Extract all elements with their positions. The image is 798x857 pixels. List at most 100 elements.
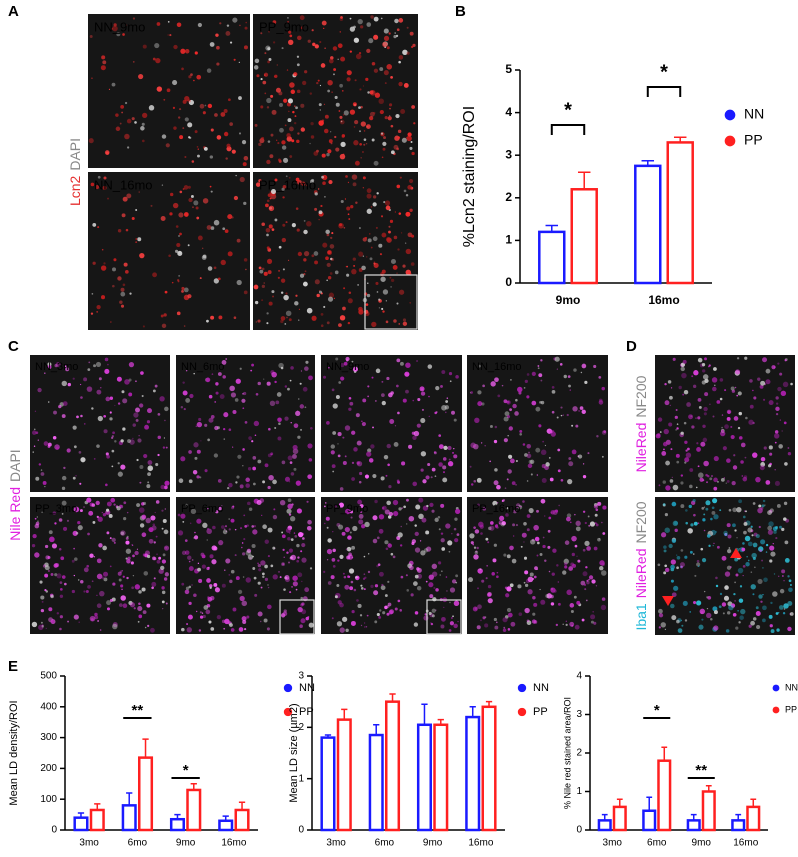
speckle [373, 262, 376, 265]
speckle [117, 462, 120, 465]
speckle [331, 558, 336, 562]
speckle [339, 554, 344, 559]
speckle [355, 413, 360, 418]
speckle [307, 519, 312, 525]
speckle [241, 140, 247, 145]
speckle [327, 581, 332, 585]
speckle [698, 624, 704, 630]
speckle [269, 400, 276, 407]
speckle [405, 136, 408, 139]
speckle [236, 238, 241, 243]
speckle [510, 378, 512, 381]
speckle [48, 530, 53, 535]
speckle [380, 215, 384, 218]
speckle [770, 629, 775, 633]
speckle [320, 63, 326, 68]
speckle [710, 517, 713, 521]
speckle [382, 41, 388, 48]
micrograph [30, 497, 170, 634]
speckle [507, 628, 511, 631]
speckle [532, 612, 536, 616]
speckle [258, 266, 262, 270]
speckle [221, 505, 223, 507]
speckle [502, 498, 506, 502]
speckle [176, 311, 181, 316]
speckle [177, 513, 181, 517]
speckle [337, 600, 342, 605]
speckle [253, 284, 259, 290]
speckle [420, 468, 424, 472]
speckle [365, 77, 369, 81]
speckle [161, 586, 165, 590]
speckle [372, 473, 377, 479]
speckle [375, 368, 381, 374]
speckle [529, 572, 534, 577]
speckle [703, 460, 709, 467]
speckle [262, 524, 267, 530]
speckle [217, 478, 222, 483]
speckle [161, 134, 167, 139]
speckle [122, 427, 126, 431]
speckle [131, 216, 135, 220]
speckle [712, 386, 717, 392]
speckle [414, 574, 419, 579]
speckle [448, 372, 453, 376]
speckle [248, 507, 253, 511]
speckle [743, 521, 748, 526]
speckle [571, 535, 577, 542]
speckle [382, 147, 386, 151]
speckle [106, 501, 112, 507]
speckle [297, 572, 303, 578]
speckle [403, 505, 406, 509]
speckle [474, 417, 480, 423]
micrograph [176, 355, 315, 492]
speckle [680, 481, 684, 485]
speckle [731, 480, 736, 486]
speckle [376, 192, 379, 195]
speckle [662, 480, 666, 484]
speckle [72, 425, 77, 430]
speckle [195, 206, 199, 210]
speckle [733, 592, 736, 596]
speckle [775, 413, 779, 416]
speckle [715, 584, 719, 588]
speckle [71, 589, 76, 594]
speckle [665, 485, 671, 491]
speckle [770, 551, 776, 557]
speckle [184, 49, 190, 54]
speckle [349, 50, 352, 53]
y-axis-label: %Lcn2 staining/ROI [461, 106, 478, 247]
speckle [658, 626, 661, 629]
speckle [111, 537, 116, 542]
speckle [103, 577, 108, 582]
speckle [148, 538, 154, 544]
speckle [394, 607, 398, 611]
speckle [569, 521, 572, 524]
speckle [340, 120, 343, 123]
speckle [680, 619, 682, 622]
speckle [109, 396, 114, 400]
speckle [438, 434, 442, 437]
speckle [208, 620, 212, 624]
speckle [239, 367, 242, 370]
legend-marker [772, 706, 780, 714]
speckle [340, 199, 344, 204]
speckle [163, 529, 169, 535]
speckle [122, 33, 125, 36]
speckle [270, 189, 277, 195]
speckle [102, 512, 107, 517]
speckle [509, 408, 512, 412]
speckle [294, 121, 297, 125]
speckle [140, 126, 145, 131]
speckle [754, 566, 756, 569]
speckle [206, 68, 212, 73]
speckle [142, 610, 147, 615]
speckle [376, 564, 379, 568]
speckle [574, 513, 576, 516]
micrograph [30, 355, 170, 492]
speckle [105, 151, 110, 155]
speckle [535, 406, 541, 412]
speckle [31, 544, 36, 548]
significance-label: ** [695, 762, 707, 779]
speckle [385, 205, 391, 211]
